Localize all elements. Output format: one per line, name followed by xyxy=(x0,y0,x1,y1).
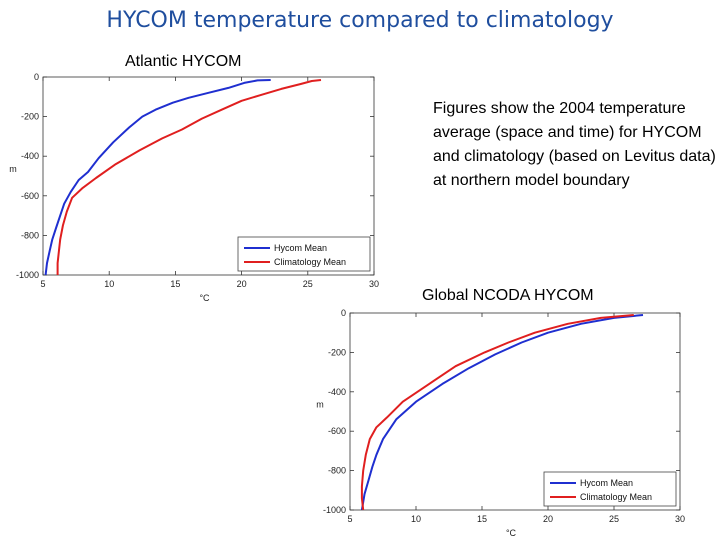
global-chart-title: Global NCODA HYCOM xyxy=(422,287,594,304)
global-x-tick-label: 25 xyxy=(609,514,619,524)
atlantic-x-axis-label: °C xyxy=(199,293,210,303)
atlantic-y-axis-label: m xyxy=(9,164,17,174)
global-series-line-hycom xyxy=(360,314,644,511)
atlantic-y-tick-label: -400 xyxy=(21,151,39,161)
atlantic-legend xyxy=(237,236,371,272)
atlantic-x-tick-label: 25 xyxy=(303,279,313,289)
global-y-tick-label: -800 xyxy=(328,466,346,476)
atlantic-x-tick-label: 20 xyxy=(237,279,247,289)
atlantic-y-tick-label: -1000 xyxy=(16,270,39,280)
atlantic-x-tick-label: 5 xyxy=(40,279,45,289)
slide-title: HYCOM temperature compared to climatolog… xyxy=(106,8,614,33)
global-x-tick-label: 5 xyxy=(347,514,352,524)
atlantic-y-tick-label: 0 xyxy=(34,72,39,82)
global-chart: 5 10 15 20 25 30 0 -200 -400 -600 -800 -1000 °C m Hyco… xyxy=(316,308,685,538)
atlantic-y-tick-label: -200 xyxy=(21,112,39,122)
global-x-tick-label: 30 xyxy=(675,514,685,524)
atlantic-series-line-hycom xyxy=(44,79,271,276)
global-y-tick-label: 0 xyxy=(341,308,346,318)
atlantic-chart: 5 10 15 20 25 30 0 -200 -400 -600 -800 -1000 °C m Hyco… xyxy=(9,72,379,303)
atlantic-chart-title: Atlantic HYCOM xyxy=(125,53,242,70)
global-y-axis-label: m xyxy=(316,400,324,410)
atlantic-x-tick-label: 15 xyxy=(170,279,180,289)
atlantic-series-line-climatology xyxy=(56,79,322,275)
description-text: Figures show the 2004 temperature averag… xyxy=(433,100,716,189)
global-x-axis-label: °C xyxy=(506,528,517,538)
global-y-tick-label: -600 xyxy=(328,426,346,436)
global-legend-label: Climatology Mean xyxy=(580,492,652,502)
atlantic-legend-label: Hycom Mean xyxy=(274,243,327,253)
global-series-line-climatology xyxy=(360,314,634,511)
global-legend xyxy=(543,471,677,507)
atlantic-y-tick-label: -600 xyxy=(21,191,39,201)
global-y-tick-label: -200 xyxy=(328,347,346,357)
global-y-tick-label: -1000 xyxy=(323,505,346,515)
atlantic-x-tick-label: 10 xyxy=(104,279,114,289)
atlantic-x-tick-label: 30 xyxy=(369,279,379,289)
atlantic-legend-label: Climatology Mean xyxy=(274,257,346,267)
global-y-tick-label: -400 xyxy=(328,387,346,397)
global-x-tick-label: 20 xyxy=(543,514,553,524)
global-x-tick-label: 15 xyxy=(477,514,487,524)
global-x-tick-label: 10 xyxy=(411,514,421,524)
global-legend-label: Hycom Mean xyxy=(580,478,633,488)
atlantic-y-tick-label: -800 xyxy=(21,230,39,240)
